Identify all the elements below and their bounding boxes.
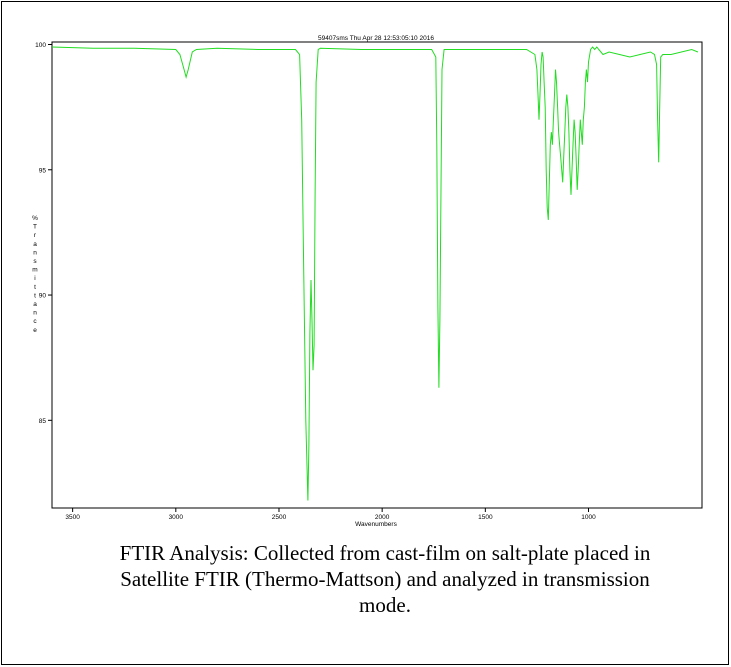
x-tick-label: 2000 [375, 514, 390, 521]
caption-line-3: mode. [359, 593, 411, 617]
y-axis-label-letter: i [34, 275, 35, 282]
plot-frame [51, 41, 703, 509]
y-axis-label-letter: a [33, 301, 37, 308]
x-axis-label: Wavenumbers [355, 521, 397, 528]
x-axis-ticks: 3500 3000 2500 2000 1500 1000 [65, 508, 596, 521]
caption-line-1: FTIR Analysis: Collected from cast-film … [119, 541, 651, 565]
y-axis-label-letter: a [33, 241, 37, 248]
y-axis-label-letter: T [33, 224, 37, 231]
x-tick-label: 2500 [272, 514, 287, 521]
y-tick-label: 100 [35, 42, 46, 49]
y-axis-label-letter: r [34, 232, 37, 239]
ftir-spectrum-chart: 59407sms Thu Apr 28 12:53:05:10 2016 85 9… [32, 35, 703, 528]
y-axis-label-letter: s [33, 258, 37, 265]
y-axis-label-letter: t [34, 284, 36, 291]
x-tick-label: 3000 [169, 514, 184, 521]
y-axis-label-letter: m [32, 267, 37, 274]
y-axis-label-letter: n [33, 249, 37, 256]
y-axis-label-letter: e [33, 327, 37, 334]
y-axis-ticks: 85 90 95 100 [35, 42, 52, 425]
y-axis-label-letter: % [32, 215, 38, 222]
y-tick-label: 95 [39, 167, 47, 174]
x-tick-label: 1500 [478, 514, 493, 521]
spectrum-line [51, 46, 699, 501]
y-tick-label: 85 [39, 418, 47, 425]
chart-title: 59407sms Thu Apr 28 12:53:05:10 2016 [318, 35, 434, 42]
y-axis-label-letter: c [33, 318, 37, 325]
y-axis-label-letter: t [34, 292, 36, 299]
caption-line-2: Satellite FTIR (Thermo-Mattson) and anal… [120, 567, 650, 591]
x-tick-label: 1000 [581, 514, 596, 521]
x-tick-label: 3500 [65, 514, 80, 521]
y-axis-label-letter: n [33, 310, 37, 317]
figure-caption: FTIR Analysis: Collected from cast-film … [40, 540, 730, 618]
y-tick-label: 90 [39, 293, 47, 300]
